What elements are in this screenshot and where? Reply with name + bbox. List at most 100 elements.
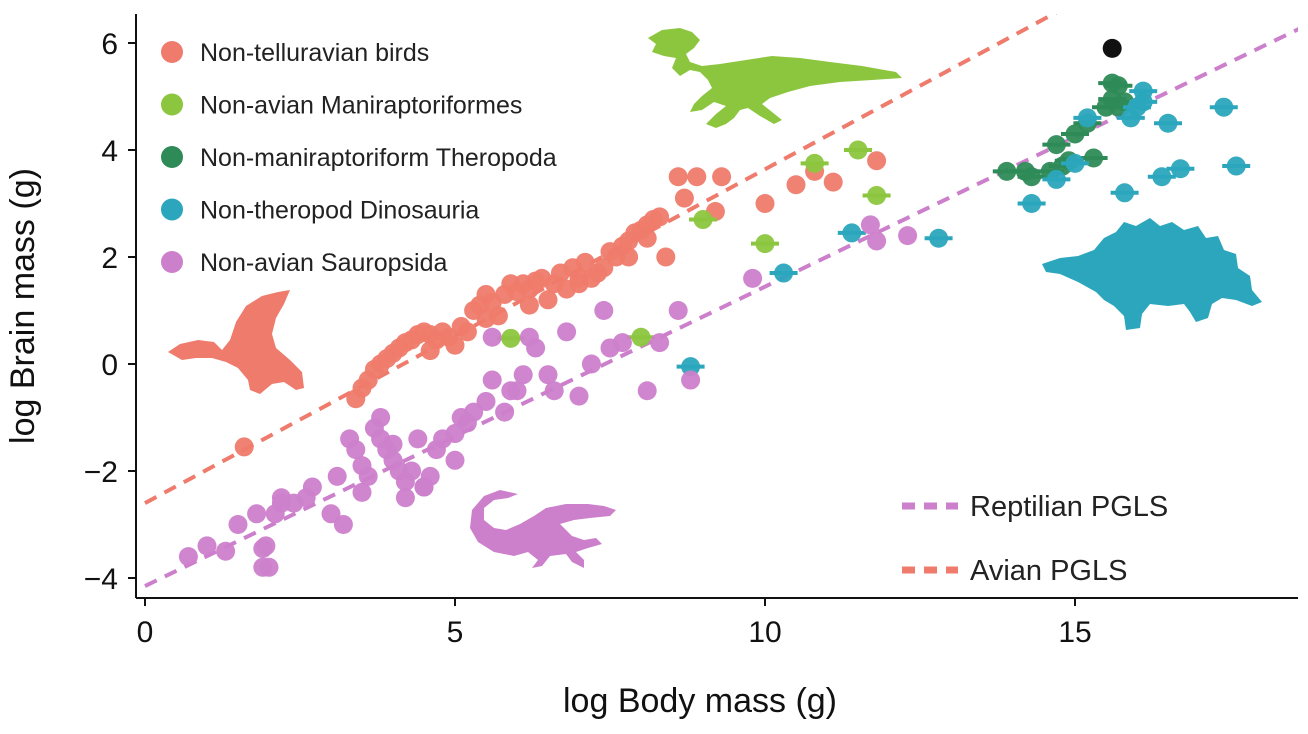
x-tick-label: 0 (137, 616, 154, 649)
series-group (234, 151, 887, 457)
bird-silhouette-icon (168, 290, 304, 394)
data-point (383, 434, 403, 454)
data-point (805, 153, 825, 173)
stegosaur-silhouette-icon (1042, 218, 1262, 330)
legend-label: Non-telluravian birds (200, 39, 429, 67)
data-point (352, 482, 372, 502)
data-point (668, 167, 688, 187)
data-point (867, 231, 887, 251)
y-tick-label: 2 (101, 242, 118, 275)
pgls-line (144, 27, 1298, 588)
series-group (1102, 38, 1122, 58)
data-point (457, 322, 477, 342)
data-point (1102, 38, 1122, 58)
data-point (519, 295, 539, 315)
x-axis-title: log Body mass (g) (563, 682, 837, 720)
data-point (674, 188, 694, 208)
data-point (594, 258, 614, 278)
data-point (786, 175, 806, 195)
y-tick-label: 4 (101, 135, 118, 168)
data-point (650, 207, 670, 227)
data-point (302, 477, 322, 497)
data-point (557, 322, 577, 342)
series-group (676, 81, 1251, 377)
data-point (1077, 108, 1097, 128)
data-point (1046, 135, 1066, 155)
data-point (476, 309, 496, 329)
data-point (594, 301, 614, 320)
data-point (867, 185, 887, 205)
data-point (358, 466, 378, 486)
y-axis-title: log Brain mass (g) (4, 168, 42, 444)
lizard-silhouette-icon (470, 490, 616, 568)
legend-label: Non-avian Maniraptoriformes (200, 92, 522, 120)
legend: Non-telluravian birds Non-avian Manirapto… (161, 39, 557, 277)
data-point (581, 354, 601, 374)
legend-marker (161, 41, 183, 63)
data-point (1046, 169, 1066, 189)
data-point (197, 536, 217, 556)
data-point (1065, 124, 1085, 144)
data-point (997, 161, 1017, 181)
data-point (687, 167, 707, 187)
data-point (569, 268, 589, 288)
data-point (495, 402, 515, 422)
data-point (327, 466, 347, 486)
data-point (234, 437, 254, 457)
data-point (321, 504, 341, 524)
data-point (612, 333, 632, 353)
legend-label: Non-theropod Dinosauria (200, 197, 479, 225)
data-point (371, 408, 391, 427)
data-point (755, 234, 775, 254)
data-point (650, 333, 670, 353)
data-point (507, 381, 527, 401)
data-point (482, 327, 502, 347)
data-point (1226, 156, 1246, 176)
data-point (569, 386, 589, 406)
y-tick-label: 0 (101, 349, 118, 382)
data-point (228, 515, 248, 534)
data-point (408, 429, 428, 449)
data-point (637, 381, 657, 401)
data-point (476, 391, 496, 411)
data-point (420, 341, 440, 361)
data-point (898, 226, 918, 246)
data-point (178, 547, 198, 567)
data-point (538, 290, 558, 310)
data-point (402, 461, 422, 481)
data-point (346, 440, 366, 460)
data-point (1214, 97, 1234, 117)
data-point (445, 335, 465, 355)
data-point (544, 381, 564, 401)
data-point (867, 151, 887, 171)
x-tick-label: 15 (1058, 616, 1091, 649)
y-tick-label: 6 (101, 28, 118, 61)
data-point (693, 210, 713, 230)
data-point (823, 172, 843, 192)
legend-label: Non-avian Sauropsida (200, 249, 447, 277)
data-point (445, 424, 465, 444)
series-group (992, 73, 1139, 187)
data-point (755, 194, 775, 213)
line-legend-label: Avian PGLS (970, 555, 1127, 587)
x-tick-label: 5 (447, 616, 464, 649)
data-point (253, 557, 273, 577)
legend-marker (161, 93, 183, 116)
data-point (929, 228, 949, 248)
legend-marker (161, 146, 183, 168)
data-point (513, 365, 533, 385)
data-point (712, 167, 732, 187)
data-point (216, 541, 236, 561)
data-point (743, 268, 763, 288)
y-tick-label: −4 (84, 563, 118, 596)
data-point (271, 488, 291, 508)
line-legend: Reptilian PGLS Avian PGLS (902, 491, 1168, 587)
data-point (637, 228, 657, 248)
y-tick-label: −2 (84, 456, 118, 489)
data-point (1065, 153, 1085, 173)
series-group (178, 215, 918, 577)
data-point (395, 488, 415, 508)
legend-label: Non-maniraptoriform Theropoda (200, 144, 557, 172)
line-legend-label: Reptilian PGLS (970, 491, 1168, 523)
